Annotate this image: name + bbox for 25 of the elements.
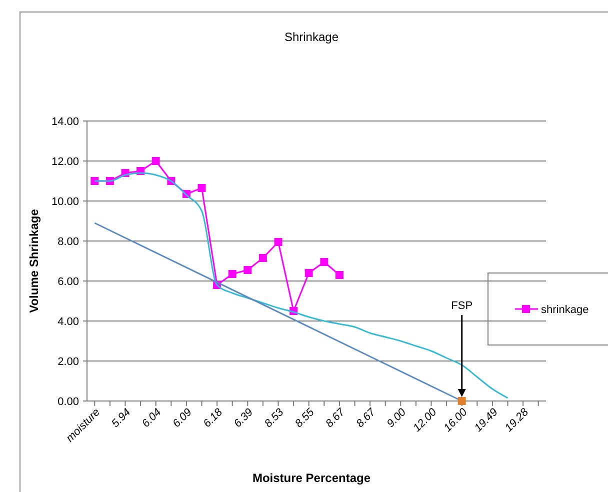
point — [335, 271, 344, 279]
x-axis-title: Moisture Percentage — [252, 471, 371, 485]
y-tick-label: 2.00 — [58, 356, 79, 368]
y-axis-title: Volume Shrinkage — [27, 208, 41, 313]
y-tick-label: 4.00 — [58, 316, 79, 328]
y-tick-label: 8.00 — [58, 236, 79, 248]
point — [90, 177, 99, 185]
y-tick-label: 0.00 — [58, 396, 79, 408]
annotation: FSP — [451, 300, 473, 312]
point — [152, 157, 160, 165]
y-tick-label: 12.00 — [51, 156, 79, 168]
point — [228, 270, 236, 278]
point — [198, 184, 206, 192]
y-tick-label: 14.00 — [51, 116, 79, 128]
point — [274, 238, 282, 246]
point — [458, 397, 466, 405]
y-tick-label: 6.00 — [58, 276, 79, 288]
legend-label: shrinkage — [541, 304, 589, 316]
point — [258, 254, 267, 262]
point — [244, 266, 252, 274]
point — [304, 269, 313, 277]
y-tick-label: 10.00 — [51, 196, 79, 208]
x-tick-label: 6.09 — [170, 406, 194, 430]
point — [320, 258, 328, 266]
chart-title: Shrinkage — [284, 30, 339, 44]
